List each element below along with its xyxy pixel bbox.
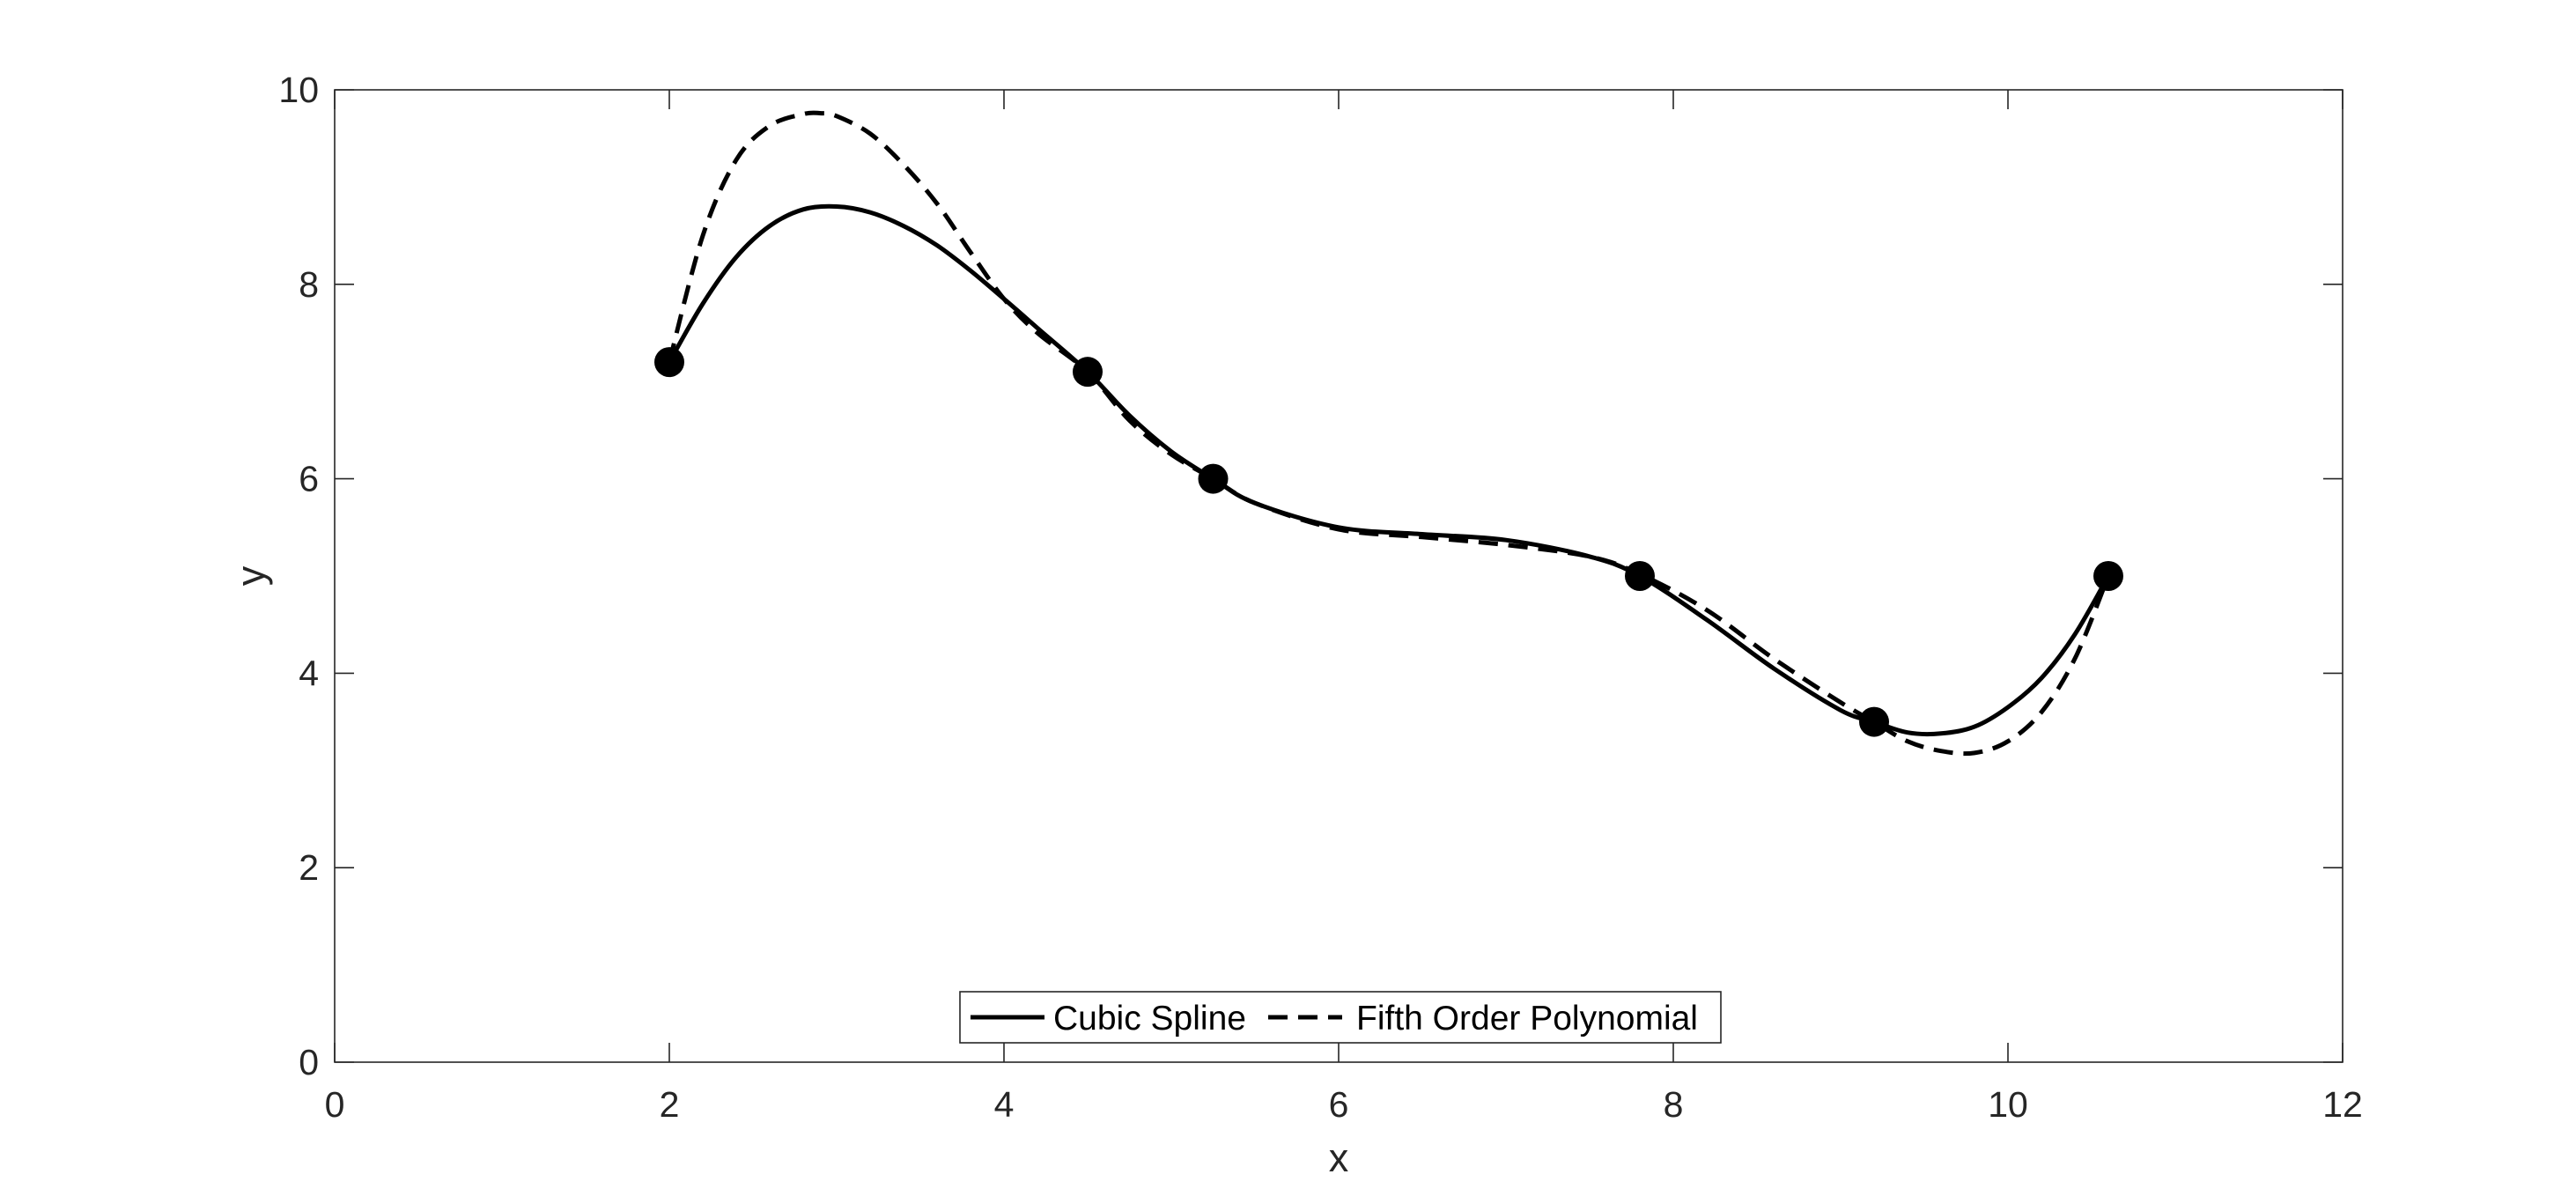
series-line-fifth-order-polynomial: [667, 110, 2111, 757]
x-tick-label: 12: [2322, 1084, 2363, 1125]
y-tick-label: 2: [299, 847, 319, 888]
data-point-marker: [2093, 561, 2123, 591]
data-point-marker: [654, 347, 684, 378]
x-axis-label: x: [1329, 1135, 1349, 1180]
x-axis: 0 2 4 6 8 10 12: [325, 90, 2363, 1125]
data-points: [654, 347, 2123, 737]
y-tick-label: 8: [299, 264, 319, 305]
legend-label-cubic-spline: Cubic Spline: [1053, 1000, 1246, 1038]
x-tick-label: 0: [325, 1084, 345, 1125]
x-tick-label: 2: [660, 1084, 680, 1125]
data-point-marker: [1625, 561, 1655, 591]
x-tick-label: 4: [994, 1084, 1015, 1125]
plot-area: [334, 89, 2343, 1063]
y-tick-label: 10: [278, 70, 319, 110]
legend: Cubic Spline Fifth Order Polynomial: [959, 991, 1722, 1044]
data-point-marker: [1073, 357, 1103, 388]
series-layer: [667, 110, 2111, 757]
y-axis-label: y: [228, 565, 273, 586]
data-point-marker: [1859, 706, 1889, 737]
legend-label-fifth-order-polynomial: Fifth Order Polynomial: [1356, 1000, 1698, 1038]
data-point-marker: [1198, 463, 1229, 494]
y-tick-label: 0: [299, 1042, 319, 1082]
y-axis: 0 2 4 6 8 10: [278, 70, 2343, 1082]
x-tick-label: 8: [1664, 1084, 1684, 1125]
x-tick-label: 6: [1329, 1084, 1349, 1125]
y-tick-label: 4: [299, 653, 319, 693]
x-tick-label: 10: [1988, 1084, 2028, 1125]
y-tick-label: 6: [299, 459, 319, 499]
